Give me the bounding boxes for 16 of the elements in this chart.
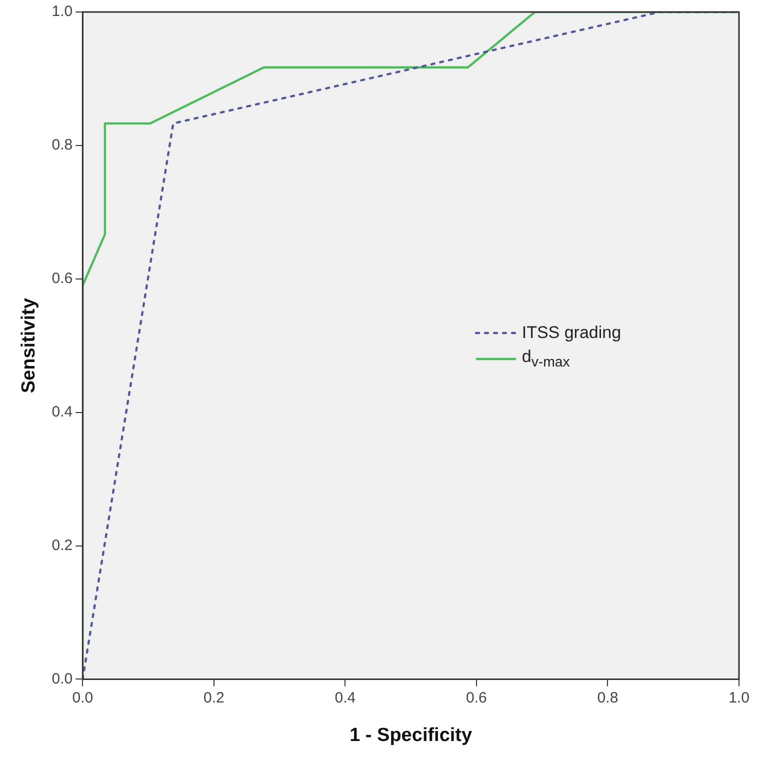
x-tick-label: 0.4 — [334, 689, 356, 706]
y-axis-title: Sensitivity — [18, 298, 40, 394]
x-tick-label: 0.2 — [203, 689, 224, 706]
x-axis-title: 1 - Specificity — [350, 724, 472, 746]
x-tick-label: 0.6 — [466, 689, 487, 706]
x-tick-label: 0.8 — [597, 689, 618, 706]
y-tick-label: 0.4 — [52, 403, 73, 420]
y-tick-label: 0.0 — [52, 670, 73, 688]
y-tick-label: 0.8 — [52, 136, 73, 154]
legend-label: ITSS grading — [522, 322, 622, 343]
legend-label: d$_{v-max}$ — [522, 346, 570, 370]
y-tick-label: 0.2 — [52, 536, 73, 554]
y-tick-label: 0.6 — [52, 270, 73, 288]
x-tick-label: 1.0 — [728, 689, 750, 706]
x-tick-label: 0.0 — [72, 689, 94, 706]
y-tick-label: 1.0 — [52, 3, 73, 20]
